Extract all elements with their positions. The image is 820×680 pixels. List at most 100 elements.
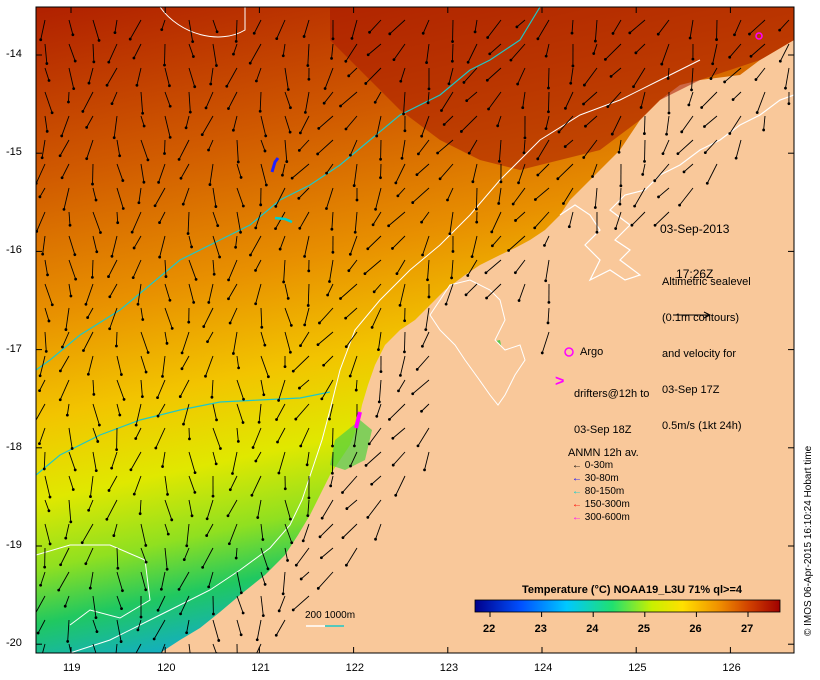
velocity-arrow [345, 331, 358, 347]
velocity-arrowhead [391, 436, 395, 440]
velocity-arrow [353, 163, 358, 186]
velocity-arrow [188, 499, 193, 516]
velocity-arrow [317, 139, 334, 155]
velocity-arrow [545, 115, 550, 129]
velocity-arrow [445, 283, 454, 305]
velocity-arrowhead [593, 206, 597, 209]
velocity-arrow [92, 187, 97, 201]
velocity-arrow [59, 379, 70, 400]
velocity-arrowhead [107, 489, 111, 492]
velocity-arrowhead [543, 243, 546, 247]
velocity-arrowhead [377, 400, 381, 404]
velocity-arrow [139, 499, 142, 514]
velocity-arrowhead [144, 560, 148, 564]
velocity-arrowhead [69, 520, 73, 524]
drifters-line: drifters@12h to [574, 388, 650, 400]
velocity-arrowhead [57, 588, 61, 592]
velocity-arrowhead [205, 517, 209, 521]
velocity-arrowhead [60, 176, 64, 180]
velocity-arrow [378, 379, 382, 402]
velocity-arrow [331, 211, 334, 230]
velocity-arrowhead [490, 244, 494, 248]
velocity-arrowhead [254, 268, 257, 272]
velocity-arrowhead [709, 77, 713, 80]
velocity-arrowhead [728, 55, 732, 59]
velocity-arrow [108, 475, 118, 491]
velocity-arrowhead [285, 160, 289, 163]
velocity-arrow [548, 67, 550, 89]
velocity-arrowhead [656, 32, 660, 36]
velocity-arrowhead [323, 87, 327, 90]
velocity-arrowhead [653, 179, 657, 183]
velocity-arrowhead [728, 132, 732, 135]
velocity-arrow [658, 187, 670, 198]
velocity-arrowhead [94, 616, 98, 619]
velocity-arrowhead [666, 76, 670, 80]
map-frame [35, 6, 795, 654]
velocity-arrow [229, 475, 238, 490]
velocity-arrowhead [121, 207, 125, 210]
velocity-arrow [364, 259, 382, 274]
velocity-arrow [346, 499, 358, 509]
drifter-track-magenta [354, 411, 362, 429]
velocity-arrowhead [563, 145, 567, 148]
velocity-arrow [229, 307, 238, 324]
velocity-arrow [260, 547, 269, 569]
velocity-arrowhead [95, 630, 99, 634]
velocity-arrow [206, 499, 214, 519]
velocity-arrowhead [166, 492, 169, 496]
velocity-arrowhead [690, 88, 693, 92]
velocity-arrowhead [420, 134, 424, 138]
velocity-arrow [657, 19, 670, 35]
velocity-arrow [255, 451, 262, 462]
velocity-arrow [372, 211, 382, 225]
velocity-arrowhead [194, 278, 198, 281]
anmn-legend-title: ANMN 12h av. [568, 447, 639, 459]
velocity-arrowhead [387, 224, 391, 228]
velocity-arrow [178, 571, 190, 590]
velocity-arrowhead [105, 83, 109, 87]
velocity-arrowhead [215, 30, 219, 34]
velocity-arrowhead [170, 518, 174, 522]
velocity-arrowhead [87, 81, 91, 85]
velocity-arrow [68, 211, 71, 226]
velocity-arrowhead [120, 607, 123, 611]
velocity-arrow [116, 355, 122, 375]
velocity-arrowhead [711, 62, 715, 66]
velocity-arrowhead [614, 227, 618, 230]
velocity-arrowhead [158, 255, 162, 259]
velocity-arrowhead [161, 375, 164, 378]
velocity-arrowhead [344, 345, 348, 349]
velocity-arrow [180, 163, 190, 179]
velocity-arrowhead [421, 344, 424, 348]
velocity-arrowhead [366, 516, 370, 519]
velocity-arrowhead [142, 124, 146, 128]
velocity-arrowhead [349, 153, 352, 157]
velocity-arrowhead [388, 417, 391, 421]
velocity-arrow [233, 43, 238, 55]
velocity-arrowhead [288, 130, 292, 134]
velocity-arrowhead [517, 299, 521, 302]
velocity-arrow [425, 307, 430, 330]
velocity-arrow [68, 427, 73, 449]
velocity-arrow [92, 19, 100, 41]
velocity-arrow [330, 475, 334, 486]
velocity-arrowhead [225, 84, 229, 88]
velocity-arrow [317, 571, 334, 589]
velocity-arrowhead [411, 201, 415, 204]
velocity-arrow [68, 283, 72, 297]
velocity-arrow [340, 91, 358, 107]
velocity-arrow [729, 115, 742, 134]
velocity-arrowhead [248, 61, 252, 65]
velocity-arrow [321, 499, 334, 519]
velocity-arrowhead [486, 36, 490, 39]
velocity-arrow [183, 403, 190, 425]
velocity-arrowhead [193, 85, 197, 89]
velocity-arrowhead [252, 31, 256, 35]
velocity-arrowhead [217, 639, 221, 642]
velocity-arrow [275, 619, 286, 636]
velocity-arrow [304, 91, 310, 113]
velocity-arrowhead [61, 345, 64, 349]
velocity-arrowhead [723, 80, 727, 84]
velocity-arrow [355, 379, 358, 391]
